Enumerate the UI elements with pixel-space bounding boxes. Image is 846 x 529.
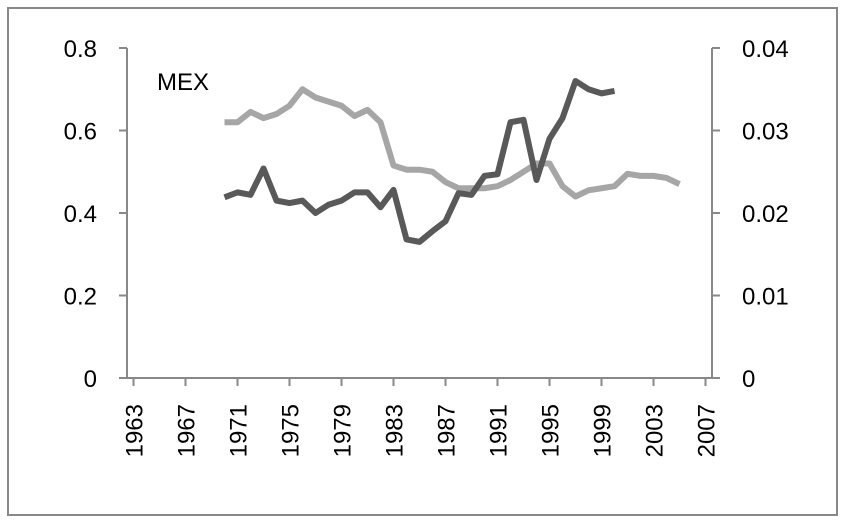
y2-tick-label: 0.03	[742, 119, 789, 146]
y2-tick-label: 0.01	[742, 284, 789, 311]
y-tick-label: 0.2	[64, 284, 97, 311]
y2-tick-label: 0	[742, 366, 755, 393]
x-tick-label: 1967	[174, 404, 201, 457]
x-tick-label: 1991	[486, 404, 513, 457]
x-tick-label: 1975	[278, 404, 305, 457]
x-tick-label: 1979	[330, 404, 357, 457]
y-tick-label: 0.8	[64, 36, 97, 63]
annotation: MEX	[157, 69, 209, 96]
x-tick-label: 1983	[382, 404, 409, 457]
x-tick-label: 1971	[226, 404, 253, 457]
y-tick-label: 0.4	[64, 201, 97, 228]
x-tick-label: 1987	[434, 404, 461, 457]
x-tick-label: 1995	[538, 404, 565, 457]
x-tick-label: 2003	[642, 404, 669, 457]
y-tick-label: 0.6	[64, 119, 97, 146]
x-tick-label: 2007	[694, 404, 721, 457]
y-tick-label: 0	[84, 366, 97, 393]
chart-frame	[7, 7, 838, 516]
y2-tick-label: 0.02	[742, 201, 789, 228]
x-tick-label: 1963	[122, 404, 149, 457]
y2-tick-label: 0.04	[742, 36, 789, 63]
line-series	[223, 78, 616, 245]
x-tick-label: 1999	[590, 404, 617, 457]
line-series	[224, 86, 681, 200]
